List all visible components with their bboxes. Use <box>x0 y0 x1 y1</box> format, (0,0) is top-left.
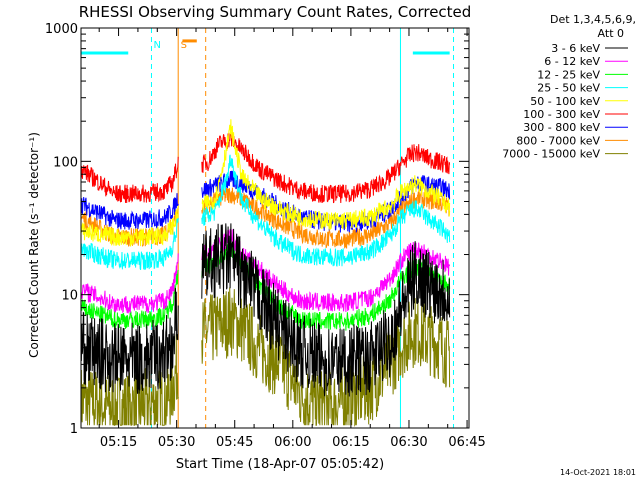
x-tick-label-4: 06:15 <box>332 435 369 450</box>
x-axis-label: Start Time (18-Apr-07 05:05:42) <box>176 457 384 472</box>
x-tick-label-1: 05:30 <box>158 435 195 450</box>
chart-title: RHESSI Observing Summary Count Rates, Co… <box>79 3 472 21</box>
y-tick-label-2: 100 <box>53 155 78 170</box>
y-tick-label-3: 1000 <box>45 22 78 37</box>
legend-header-line-2: Att 0 <box>598 27 624 40</box>
series-line-0 <box>81 223 451 397</box>
plot-frame <box>80 27 470 429</box>
legend-label-5: 100 - 300 keV <box>523 108 600 121</box>
vertical-line-layer <box>150 28 455 428</box>
legend-label-6: 300 - 800 keV <box>523 121 600 134</box>
series-line-5 <box>81 132 451 204</box>
legend-label-7: 800 - 7000 keV <box>516 134 600 147</box>
y-tick-label-1: 10 <box>61 289 78 304</box>
y-axis-label: Corrected Count Rate (s⁻¹ detector⁻¹) <box>27 132 41 358</box>
flag-marker-S: S <box>181 40 187 51</box>
series-line-4 <box>81 119 451 247</box>
legend-label-2: 12 - 25 keV <box>537 68 600 81</box>
series-layer <box>81 119 451 428</box>
series-line-3 <box>81 154 451 271</box>
generation-timestamp: 14-Oct-2021 18:01 <box>560 468 636 477</box>
y-tick-label-0: 1 <box>70 422 78 437</box>
x-tick-label-5: 06:30 <box>390 435 427 450</box>
x-tick-label-6: 06:45 <box>448 435 485 450</box>
x-tick-label-0: 05:15 <box>100 435 137 450</box>
axis-layer: 05:15 05:30 05:45 06:00 06:15 06:30 06:45 1 10 10… <box>45 22 486 450</box>
x-tick-label-3: 06:00 <box>274 435 311 450</box>
series-line-7 <box>81 187 451 249</box>
legend-label-4: 50 - 100 keV <box>530 95 600 108</box>
flag-marker-N: N <box>153 40 160 51</box>
x-tick-label-2: 05:45 <box>216 435 253 450</box>
legend-label-3: 25 - 50 keV <box>537 82 600 95</box>
legend-label-1: 6 - 12 keV <box>544 55 600 68</box>
legend-label-8: 7000 - 15000 keV <box>502 148 600 161</box>
series-line-8 <box>81 287 451 428</box>
legend-label-0: 3 - 6 keV <box>551 42 600 55</box>
legend-header-line-1: Det 1,3,4,5,6,9, <box>550 13 636 26</box>
